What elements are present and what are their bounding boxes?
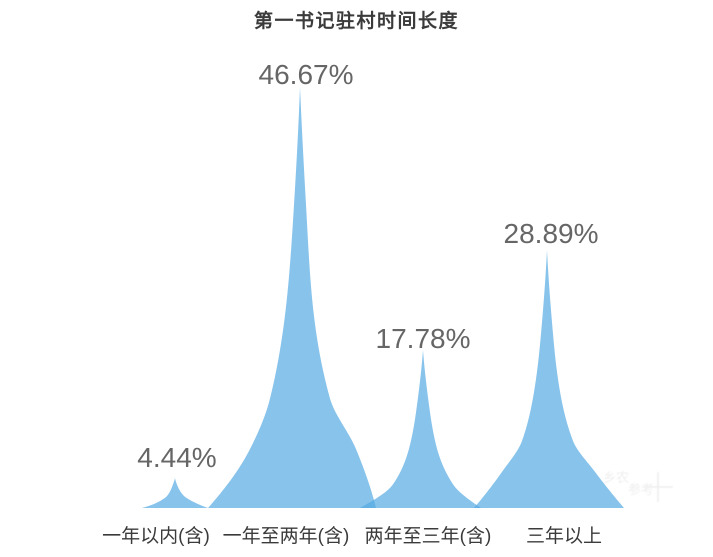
svg-text:参考: 参考 — [628, 482, 654, 497]
svg-text:乡农: 乡农 — [603, 470, 629, 485]
